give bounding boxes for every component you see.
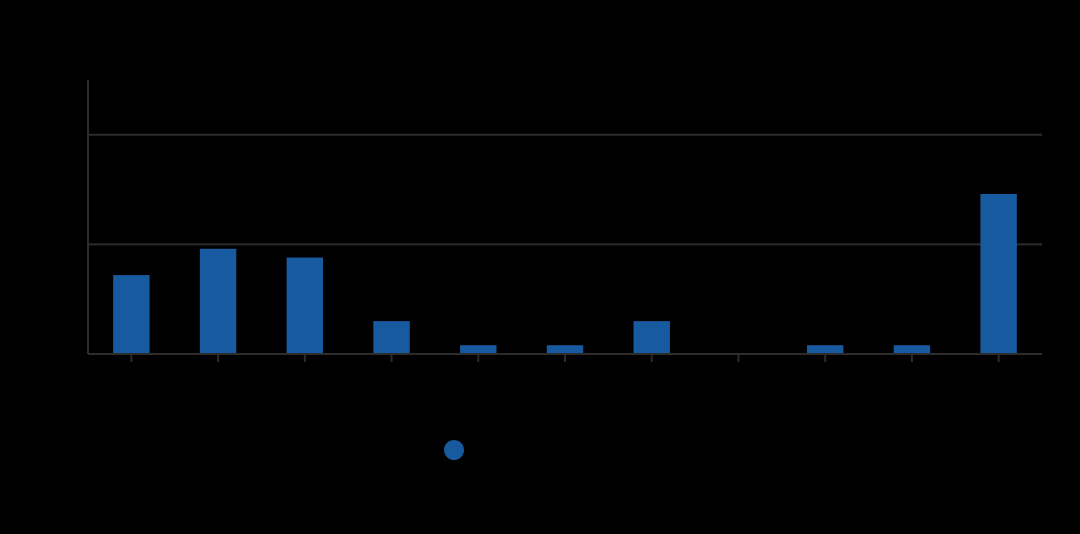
bar (373, 321, 409, 354)
bar (894, 345, 930, 354)
bar (460, 345, 496, 354)
bar (634, 321, 670, 354)
legend-marker (444, 440, 464, 460)
bar (807, 345, 843, 354)
chart-svg (0, 0, 1080, 534)
bar (547, 345, 583, 354)
bar (200, 249, 236, 354)
bar (113, 275, 149, 354)
bar (980, 194, 1016, 354)
bar (287, 258, 323, 354)
bar-chart (0, 0, 1080, 534)
